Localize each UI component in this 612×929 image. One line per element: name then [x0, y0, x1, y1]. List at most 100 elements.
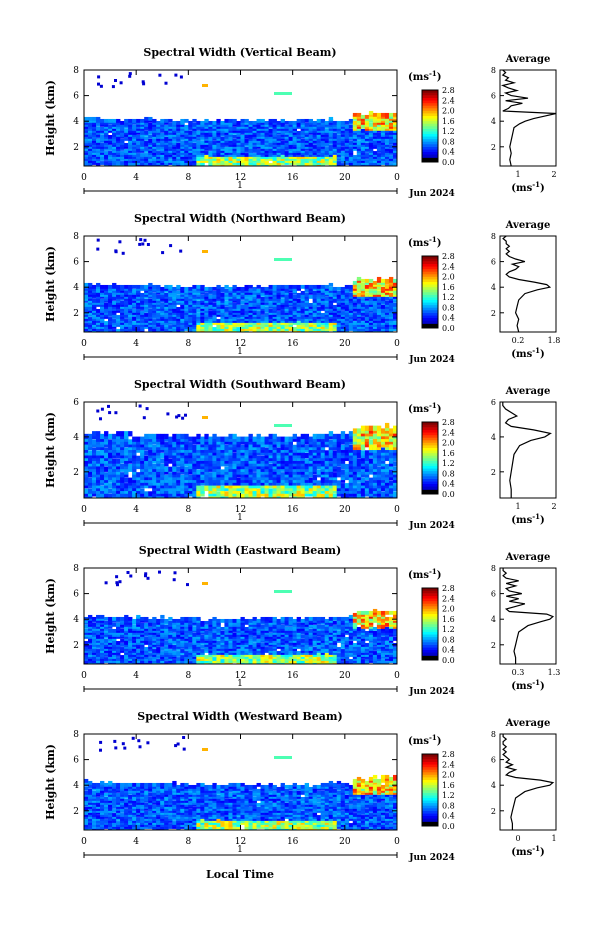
heatmap-cell — [116, 431, 121, 437]
heatmap-cell — [228, 321, 233, 325]
heatmap-cell — [260, 307, 265, 311]
heatmap-cell — [84, 124, 89, 129]
heatmap-cell — [308, 327, 314, 331]
heatmap-cell — [232, 463, 237, 470]
y-tick-label: 4 — [73, 283, 79, 293]
heatmap-cell — [112, 483, 117, 489]
heatmap-cell — [148, 480, 153, 486]
heatmap-cell — [296, 463, 301, 470]
heatmap-cell — [200, 130, 205, 135]
heatmap-cell — [200, 135, 205, 139]
heatmap-cell — [340, 290, 346, 295]
heatmap-cell — [240, 494, 245, 498]
heatmap-cell — [356, 112, 362, 117]
heatmap-cell — [284, 135, 289, 139]
heatmap-cell — [212, 163, 217, 166]
heatmap-cell — [144, 284, 149, 289]
heatmap-cell — [236, 311, 241, 315]
heatmap-cell — [160, 288, 165, 293]
heatmap-cell — [156, 458, 161, 464]
heatmap-cell — [152, 294, 157, 299]
heatmap-cell — [224, 161, 229, 165]
heatmap-cell — [276, 296, 281, 301]
heatmap-cell — [240, 149, 245, 153]
heatmap-cell — [168, 122, 173, 127]
heatmap-cell — [97, 75, 101, 79]
heatmap-cell — [292, 286, 297, 291]
heatmap-cell — [380, 124, 386, 129]
heatmap-cell — [96, 139, 101, 143]
heatmap-cell — [136, 141, 141, 145]
heatmap-cell — [292, 124, 297, 129]
heatmap-cell — [268, 313, 273, 317]
heatmap-cell — [112, 301, 117, 305]
heatmap-cell — [376, 159, 382, 163]
heatmap-cell — [316, 145, 322, 149]
heatmap-cell — [392, 280, 398, 285]
heatmap-cell — [268, 288, 273, 293]
heatmap-cell — [116, 307, 121, 311]
heatmap-cell — [284, 458, 289, 464]
heatmap-cell — [180, 153, 185, 157]
heatmap-cell — [152, 311, 157, 315]
heatmap-cell — [260, 317, 265, 321]
heatmap-cell — [264, 149, 269, 153]
heatmap-cell — [344, 436, 350, 442]
heatmap-cell — [280, 290, 285, 295]
heatmap-cell — [200, 315, 205, 319]
heatmap-cell — [128, 145, 133, 149]
heatmap-cell — [392, 147, 398, 151]
heatmap-cell — [336, 442, 342, 448]
colorbar-swatch — [422, 315, 438, 319]
heatmap-cell — [236, 313, 241, 317]
heatmap-cell — [88, 130, 93, 135]
heatmap-cell — [180, 301, 185, 305]
heatmap-cell — [360, 157, 366, 161]
heatmap-cell — [304, 151, 310, 155]
heatmap-cell — [268, 118, 273, 123]
heatmap-cell — [104, 290, 109, 295]
heatmap-cell — [340, 133, 346, 137]
heatmap-cell — [336, 161, 342, 165]
heatmap-cell — [108, 463, 113, 470]
heatmap-cell — [304, 313, 310, 317]
heatmap-cell — [220, 313, 225, 317]
heatmap-cell — [332, 292, 338, 297]
heatmap-cell — [236, 145, 241, 149]
heatmap-cell — [208, 485, 213, 492]
heatmap-cell — [280, 474, 285, 481]
heatmap-cell — [292, 307, 297, 311]
heatmap-cell — [88, 118, 93, 123]
heatmap-cell — [108, 128, 113, 133]
heatmap-cell — [360, 323, 366, 327]
heatmap-cell — [276, 128, 281, 133]
heatmap-cell — [360, 327, 366, 331]
heatmap-cell — [196, 444, 201, 451]
heatmap-cell — [200, 477, 205, 483]
heatmap-cell — [184, 139, 189, 143]
heatmap-cell — [340, 139, 346, 143]
heatmap-cell — [316, 309, 322, 313]
heatmap-cell — [272, 321, 277, 325]
heatmap-cell — [352, 296, 358, 301]
heatmap-cell — [136, 321, 141, 325]
heatmap-cell — [144, 137, 149, 141]
heatmap-cell — [220, 321, 225, 325]
heatmap-cell — [164, 159, 169, 163]
heatmap-cell — [136, 480, 141, 486]
heatmap-cell — [368, 290, 374, 295]
heatmap-cell — [140, 327, 145, 331]
heatmap-cell — [252, 157, 257, 161]
heatmap-cell — [324, 477, 330, 483]
heatmap-cell — [212, 453, 217, 459]
heatmap-cell — [212, 472, 217, 478]
panel-title: Spectral Width (Southward Beam) — [134, 378, 346, 391]
heatmap-cell — [104, 321, 109, 325]
heatmap-cell — [308, 294, 314, 299]
heatmap-cell — [152, 436, 157, 442]
heatmap-cell — [392, 128, 398, 133]
heatmap-cell — [332, 439, 338, 445]
heatmap-cell — [368, 112, 374, 117]
heatmap-cell — [156, 466, 161, 472]
heatmap-cell — [240, 135, 245, 139]
